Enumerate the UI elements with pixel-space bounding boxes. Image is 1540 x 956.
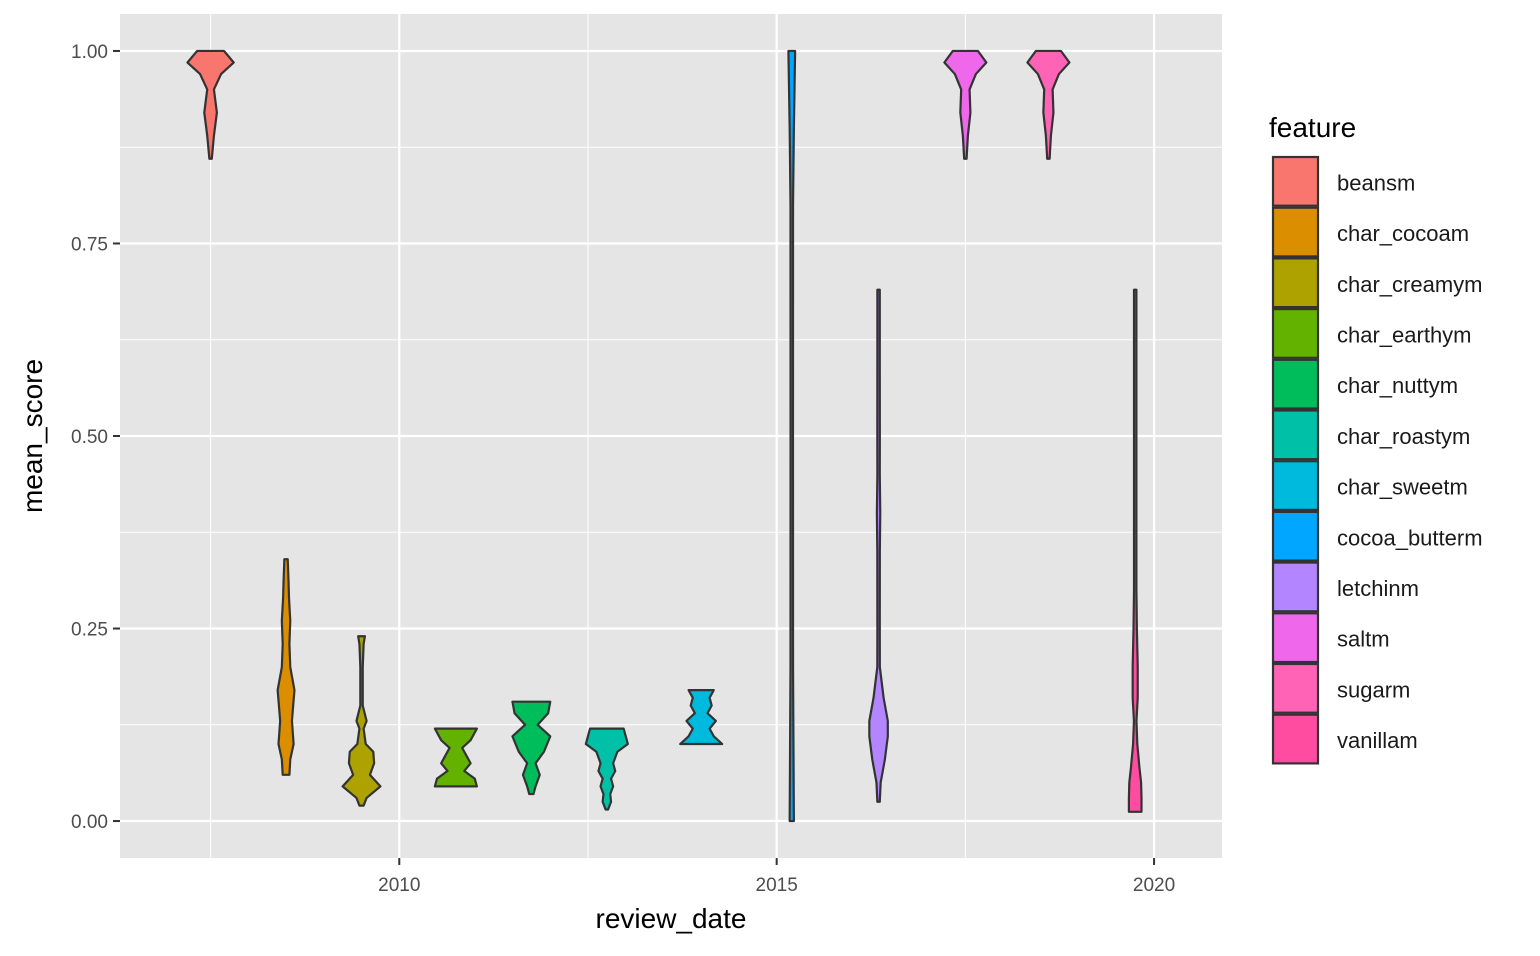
violin-char_earthym <box>433 727 478 788</box>
y-tick-label: 0.50 <box>71 427 108 448</box>
legend-swatch-char_creamym <box>1271 257 1320 309</box>
legend-label-cocoa_butterm: cocoa_butterm <box>1337 525 1483 550</box>
legend-swatch-letchinm <box>1271 561 1320 613</box>
legend-swatch-char_cocoam <box>1271 206 1320 258</box>
legend-swatch-char_nuttym <box>1271 358 1320 410</box>
legend-label-beansm: beansm <box>1337 170 1415 195</box>
violin-layer <box>186 49 1143 823</box>
legend-title: feature <box>1269 112 1356 143</box>
legend-swatch-char_roastym <box>1271 409 1320 461</box>
x-tick-label: 2015 <box>756 875 798 896</box>
legend-label-char_earthym: char_earthym <box>1337 322 1472 347</box>
violin-char_cocoam <box>276 558 296 776</box>
grid-lines <box>120 14 1222 858</box>
x-axis-label: review_date <box>596 903 747 934</box>
violin-char_creamym <box>341 635 382 807</box>
legend-swatch-saltm <box>1271 612 1320 664</box>
legend-swatch-char_sweetm <box>1271 460 1320 512</box>
violin-sugarm <box>1026 49 1071 160</box>
violin-beansm <box>186 49 235 160</box>
legend-label-saltm: saltm <box>1337 627 1390 652</box>
y-tick-label: 1.00 <box>71 42 108 63</box>
violin-letchinm <box>868 288 889 803</box>
legend-swatch-char_earthym <box>1271 308 1320 359</box>
violin-cocoa_butterm <box>787 49 797 823</box>
x-tick-label: 2020 <box>1133 875 1175 896</box>
legend-label-char_nuttym: char_nuttym <box>1337 373 1458 398</box>
y-tick-label: 0.00 <box>71 812 108 833</box>
y-axis: 0.00 0.25 0.50 0.75 1.00 <box>71 42 120 833</box>
legend-label-char_cocoam: char_cocoam <box>1337 221 1469 246</box>
violin-char_roastym <box>584 727 629 811</box>
legend-label-sugarm: sugarm <box>1337 677 1410 702</box>
y-axis-label: mean_score <box>17 359 48 513</box>
legend: feature beansm char_cocoam char_creamymcha… <box>1269 112 1483 765</box>
violin-vanillam <box>1127 288 1143 813</box>
y-tick-label: 0.75 <box>71 234 108 255</box>
violin-char_sweetm <box>679 689 724 746</box>
legend-label-char_roastym: char_roastym <box>1337 424 1470 449</box>
legend-label-letchinm: letchinm <box>1337 576 1419 601</box>
x-tick-label: 2010 <box>378 875 420 896</box>
legend-swatch-sugarm <box>1271 662 1320 714</box>
legend-label-char_creamym: char_creamym <box>1337 272 1482 297</box>
legend-swatch-cocoa_butterm <box>1271 510 1320 562</box>
y-tick-label: 0.25 <box>71 620 108 641</box>
legend-swatch-vanillam <box>1271 713 1320 765</box>
legend-items: beansm char_cocoam char_creamym char_earthy… <box>1271 155 1483 765</box>
x-axis: 2010 2015 2020 <box>378 858 1175 896</box>
legend-label-char_sweetm: char_sweetm <box>1337 475 1468 500</box>
violin-char_nuttym <box>511 700 552 796</box>
legend-label-vanillam: vanillam <box>1337 728 1418 753</box>
violin-saltm <box>943 49 988 160</box>
legend-swatch-beansm <box>1271 155 1320 207</box>
